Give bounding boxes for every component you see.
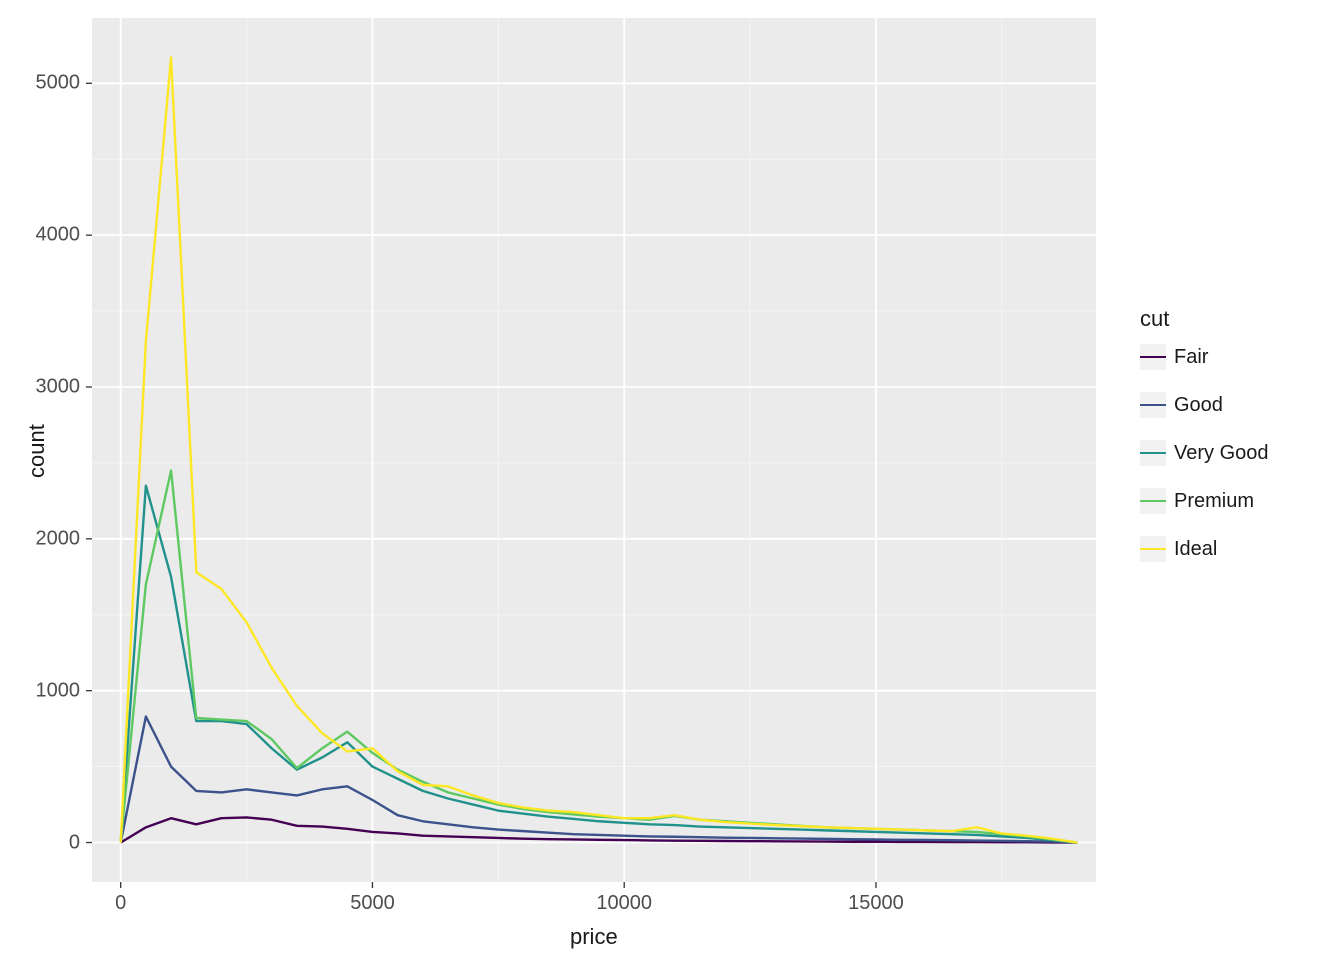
legend-label: Ideal bbox=[1174, 538, 1217, 561]
legend-item: Premium bbox=[1140, 488, 1254, 514]
y-tick-label: 0 bbox=[69, 831, 80, 854]
freq-poly-chart bbox=[0, 0, 1344, 960]
legend-label: Very Good bbox=[1174, 442, 1269, 465]
y-tick-label: 4000 bbox=[36, 224, 81, 247]
legend-swatch bbox=[1140, 536, 1166, 562]
legend-line-icon bbox=[1140, 548, 1166, 551]
legend-item: Good bbox=[1140, 392, 1223, 418]
chart-container: count price cut Fair Good Very Good Premium… bbox=[0, 0, 1344, 960]
legend-label: Premium bbox=[1174, 490, 1254, 513]
x-axis-title: price bbox=[570, 924, 618, 950]
y-tick-label: 5000 bbox=[36, 72, 81, 95]
legend-swatch bbox=[1140, 392, 1166, 418]
y-tick-label: 2000 bbox=[36, 527, 81, 550]
legend-label: Fair bbox=[1174, 346, 1208, 369]
legend-line-icon bbox=[1140, 500, 1166, 503]
x-tick-label: 5000 bbox=[350, 892, 395, 915]
x-tick-label: 0 bbox=[115, 892, 126, 915]
legend-line-icon bbox=[1140, 452, 1166, 455]
y-tick-label: 3000 bbox=[36, 375, 81, 398]
legend-title: cut bbox=[1140, 306, 1169, 332]
legend-item: Fair bbox=[1140, 344, 1208, 370]
legend-item: Ideal bbox=[1140, 536, 1217, 562]
legend-swatch bbox=[1140, 488, 1166, 514]
x-tick-label: 10000 bbox=[596, 892, 652, 915]
legend-line-icon bbox=[1140, 404, 1166, 407]
legend-swatch bbox=[1140, 440, 1166, 466]
x-tick-label: 15000 bbox=[848, 892, 904, 915]
legend-line-icon bbox=[1140, 356, 1166, 359]
legend-item: Very Good bbox=[1140, 440, 1269, 466]
legend-swatch bbox=[1140, 344, 1166, 370]
y-axis-title: count bbox=[24, 424, 50, 478]
legend-label: Good bbox=[1174, 394, 1223, 417]
y-tick-label: 1000 bbox=[36, 679, 81, 702]
